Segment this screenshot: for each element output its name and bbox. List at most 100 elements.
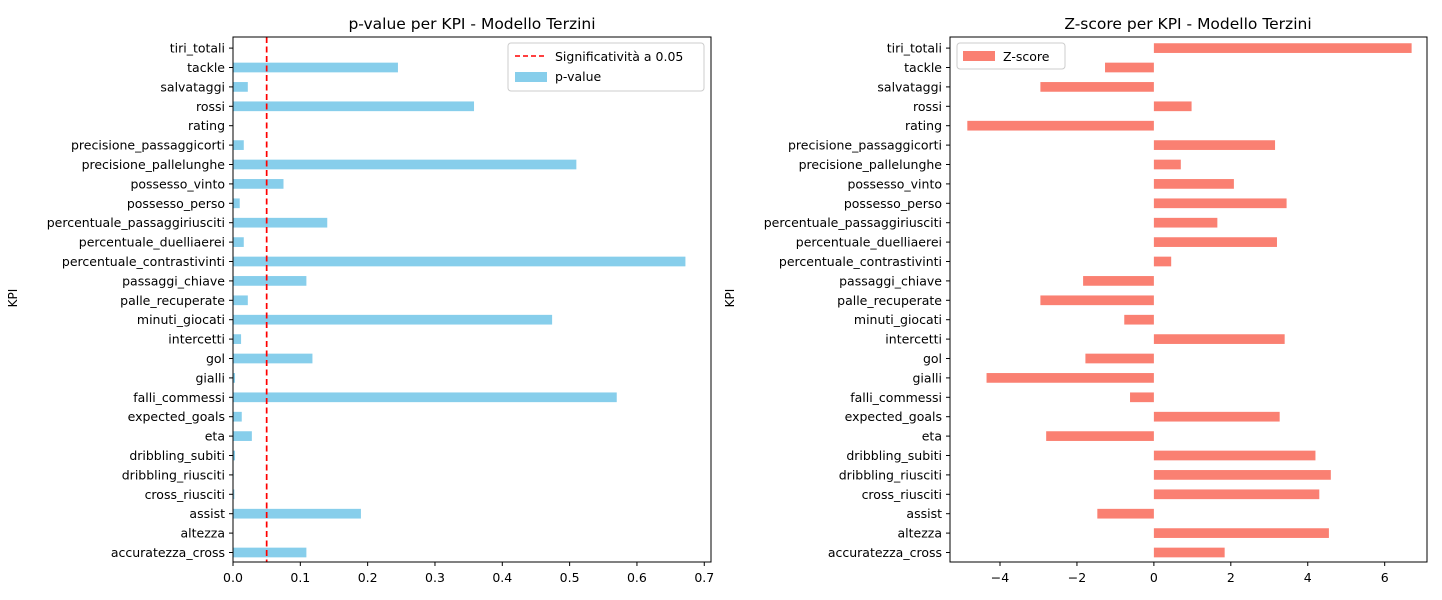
pvalue-category-label: tackle (187, 60, 225, 75)
pvalue-category-label: rating (188, 118, 225, 133)
pvalue-bar (233, 276, 307, 286)
zscore-category-label: rating (905, 118, 942, 133)
pvalue-category-label: passaggi_chiave (122, 273, 225, 288)
zscore-category-label: percentuale_contrastivinti (779, 254, 942, 269)
legend-zscore-swatch (963, 51, 995, 61)
pvalue-category-label: dribbling_subiti (129, 448, 225, 463)
pvalue-x-ticks: 0.0 0.1 0.2 0.3 0.4 0.5 0.6 0.7 (223, 562, 714, 585)
pvalue-bar (233, 547, 307, 558)
zscore-category-label: cross_riusciti (862, 487, 942, 502)
zscore-bar (1153, 334, 1285, 344)
zscore-bar (1046, 431, 1154, 441)
zscore-x-tick-label: −4 (991, 570, 1009, 585)
zscore-category-label: possesso_perso (844, 196, 942, 211)
zscore-bar (1105, 62, 1154, 73)
pvalue-category-label: salvataggi (160, 79, 225, 94)
pvalue-bar (233, 62, 398, 73)
zscore-category-label: rossi (913, 99, 942, 114)
pvalue-bar (233, 237, 244, 247)
pvalue-bar (233, 179, 284, 189)
pvalue-bars (233, 62, 686, 558)
pvalue-x-tick-label: 0.2 (358, 570, 378, 585)
pvalue-category-label: altezza (180, 526, 225, 541)
zscore-x-tick-label: 4 (1304, 570, 1312, 585)
zscore-bar (1153, 43, 1412, 53)
pvalue-category-label: accuratezza_cross (111, 545, 225, 560)
pvalue-bar (233, 217, 328, 228)
zscore-category-label: falli_commessi (850, 390, 942, 405)
pvalue-category-label: dribbling_riusciti (122, 467, 225, 482)
pvalue-bar (233, 373, 236, 383)
pvalue-chart: p-value per KPI - Modello Terzini KPI ti… (6, 15, 714, 585)
zscore-x-tick-label: 6 (1381, 570, 1389, 585)
zscore-category-label: minuti_giocati (854, 312, 942, 327)
zscore-bar (1040, 82, 1154, 92)
zscore-category-label: gol (923, 351, 942, 366)
zscore-category-label: altezza (897, 526, 942, 541)
zscore-bar (1085, 353, 1154, 364)
zscore-bar (1153, 470, 1331, 480)
pvalue-category-label: palle_recuperate (120, 293, 225, 308)
pvalue-bar (233, 450, 236, 461)
zscore-category-label: salvataggi (877, 79, 942, 94)
pvalue-category-label: falli_commessi (133, 390, 225, 405)
pvalue-bar (233, 295, 248, 306)
zscore-x-tick-label: −2 (1068, 570, 1086, 585)
pvalue-category-label: percentuale_passaggiriusciti (47, 215, 225, 230)
zscore-bar (1153, 198, 1287, 209)
zscore-category-label: passaggi_chiave (839, 273, 942, 288)
zscore-category-label: tackle (904, 60, 942, 75)
pvalue-category-label: gialli (196, 370, 226, 385)
pvalue-category-label: precisione_passaggicorti (71, 138, 225, 153)
pvalue-bar (233, 431, 252, 441)
pvalue-bar (233, 140, 244, 150)
zscore-axes-frame (949, 36, 1428, 563)
zscore-bars (967, 43, 1412, 558)
pvalue-category-label: percentuale_contrastivinti (62, 254, 225, 269)
zscore-category-label: palle_recuperate (837, 293, 942, 308)
pvalue-bar (233, 159, 577, 170)
zscore-bar (1153, 101, 1192, 112)
zscore-category-label: assist (906, 506, 942, 521)
pvalue-category-label: precisione_pallelunghe (82, 157, 226, 172)
pvalue-bar (233, 82, 248, 92)
zscore-legend: Z-score (956, 42, 1066, 70)
pvalue-legend: Significatività a 0.05 p-value (507, 42, 705, 92)
zscore-bar (1153, 256, 1172, 267)
zscore-bar (1083, 276, 1154, 286)
zscore-category-label: intercetti (885, 332, 942, 347)
zscore-x-tick-label: 2 (1227, 570, 1235, 585)
pvalue-category-label: gol (206, 351, 225, 366)
pvalue-bar (233, 334, 242, 344)
zscore-category-label: percentuale_duelliaerei (796, 235, 942, 250)
zscore-bar (1153, 217, 1218, 228)
pvalue-category-label: eta (205, 429, 225, 444)
zscore-bar (1153, 179, 1234, 189)
legend-zscore-label: Z-score (1003, 49, 1050, 64)
pvalue-x-tick-label: 0.3 (425, 570, 445, 585)
pvalue-category-label: tiri_totali (170, 41, 225, 56)
zscore-category-label: expected_goals (845, 409, 942, 424)
legend-pvalue-label: p-value (555, 69, 602, 84)
zscore-bar (1153, 140, 1276, 150)
pvalue-bar (233, 198, 240, 209)
zscore-chart-ylabel: KPI (723, 289, 737, 308)
zscore-category-label: eta (922, 429, 942, 444)
zscore-category-label: accuratezza_cross (828, 545, 942, 560)
legend-significance-label: Significatività a 0.05 (555, 49, 683, 64)
pvalue-x-tick-label: 0.0 (223, 570, 243, 585)
pvalue-category-label: possesso_perso (127, 196, 225, 211)
zscore-bar (1124, 314, 1154, 325)
zscore-category-label: dribbling_subiti (846, 448, 942, 463)
zscore-bar (1153, 528, 1329, 538)
pvalue-x-tick-label: 0.1 (290, 570, 310, 585)
pvalue-bar (233, 101, 475, 112)
pvalue-category-label: expected_goals (128, 409, 225, 424)
zscore-bar (967, 120, 1154, 131)
pvalue-bar (233, 256, 686, 267)
zscore-x-ticks: −4 −2 0 2 4 6 (991, 562, 1389, 585)
pvalue-x-tick-label: 0.7 (694, 570, 714, 585)
pvalue-bar (233, 411, 242, 422)
pvalue-category-label: rossi (196, 99, 225, 114)
